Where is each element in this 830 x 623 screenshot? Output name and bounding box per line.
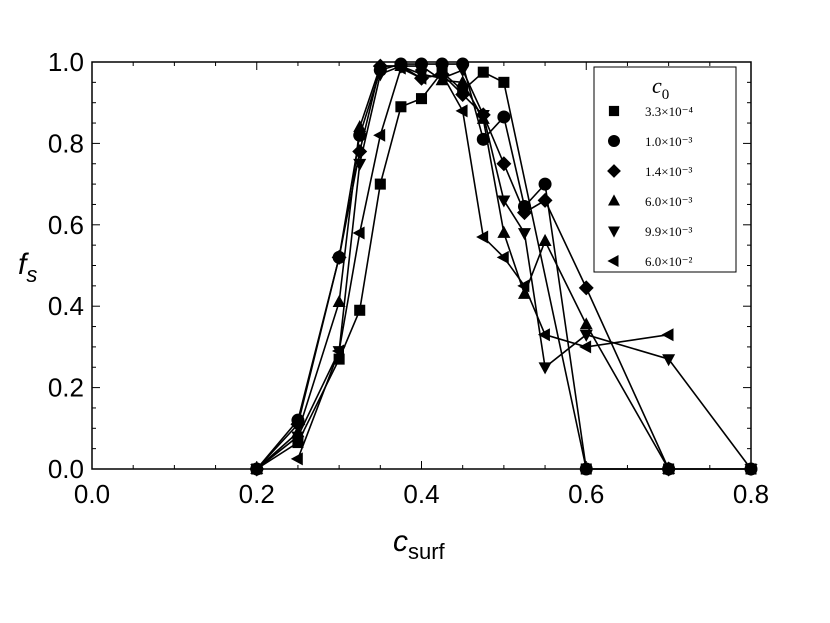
data-point xyxy=(331,249,347,265)
data-point xyxy=(497,110,511,124)
data-point xyxy=(434,67,447,81)
x-tick-label: 0.6 xyxy=(568,479,604,509)
legend-label: 3.3×10⁻⁴ xyxy=(645,104,693,119)
data-point xyxy=(538,177,552,191)
data-point xyxy=(331,344,344,358)
data-point xyxy=(538,233,552,246)
data-point xyxy=(353,158,367,171)
x-tick-label: 0.8 xyxy=(733,479,769,509)
tick-labels: 0.0 0.2 0.4 0.6 0.8 0.0 0.2 0.4 0.6 0.8 1.0 xyxy=(48,47,769,509)
data-point xyxy=(352,144,368,160)
data-point xyxy=(496,156,512,172)
y-axis-label-sub: s xyxy=(26,262,37,287)
data-point xyxy=(517,228,531,241)
data-point xyxy=(332,294,346,308)
data-point xyxy=(497,225,511,238)
data-point xyxy=(537,192,553,208)
y-tick-label: 0.8 xyxy=(48,128,84,158)
legend-label: 1.0×10⁻³ xyxy=(645,134,692,149)
data-point xyxy=(496,250,509,264)
x-tick-label: 0.0 xyxy=(74,479,110,509)
data-point xyxy=(661,328,674,342)
data-point xyxy=(374,178,386,190)
y-tick-label: 0.4 xyxy=(48,291,84,321)
legend-marker xyxy=(608,105,620,117)
legend-marker xyxy=(608,135,620,147)
data-point xyxy=(517,279,530,293)
data-point xyxy=(455,87,471,103)
data-point xyxy=(354,304,366,316)
data-point xyxy=(395,101,407,113)
data-point xyxy=(455,104,468,118)
data-point xyxy=(352,226,365,240)
data-point xyxy=(373,58,387,71)
data-point xyxy=(662,354,676,367)
data-point xyxy=(414,71,427,85)
data-point xyxy=(353,119,367,132)
data-point xyxy=(476,230,489,244)
data-point xyxy=(579,317,593,330)
y-axis-label: fs xyxy=(18,248,37,287)
series-line xyxy=(256,63,751,470)
legend-title-main: c xyxy=(652,73,662,98)
data-point xyxy=(476,110,490,123)
data-point xyxy=(537,328,550,342)
data-point xyxy=(517,286,531,299)
data-point xyxy=(477,66,489,78)
data-point xyxy=(579,329,593,342)
data-point xyxy=(373,69,387,82)
x-axis-label-main: c xyxy=(393,525,408,558)
data-point xyxy=(578,280,594,296)
data-point xyxy=(538,362,552,375)
data-point xyxy=(516,205,532,221)
data-point xyxy=(456,75,470,88)
y-tick-label: 0.0 xyxy=(48,454,84,484)
series-5 xyxy=(250,61,758,477)
data-point xyxy=(393,61,406,75)
x-tick-label: 0.4 xyxy=(403,479,439,509)
data-point xyxy=(456,65,470,78)
y-axis-label-main: f xyxy=(18,248,29,281)
series-layer xyxy=(249,57,758,477)
legend-entries: 3.3×10⁻⁴ 1.0×10⁻³ 1.4×10⁻³ 6.0×10⁻³ 9.9×10⁻³… xyxy=(607,104,693,269)
legend-label: 9.9×10⁻³ xyxy=(645,224,692,239)
series-line xyxy=(297,66,669,460)
data-point xyxy=(497,195,511,208)
x-tick-label: 0.2 xyxy=(239,479,275,509)
data-point xyxy=(291,431,305,444)
data-point xyxy=(415,93,428,105)
series-line xyxy=(256,65,752,470)
legend-marker xyxy=(608,194,620,206)
legend-title: c0 xyxy=(652,73,669,103)
legend-marker xyxy=(607,164,621,178)
y-tick-label: 0.2 xyxy=(48,373,84,403)
data-point xyxy=(662,461,676,474)
data-point xyxy=(333,353,345,365)
data-point xyxy=(373,128,386,142)
y-tick-label: 0.6 xyxy=(48,210,84,240)
data-point xyxy=(435,57,449,71)
data-point xyxy=(579,340,592,354)
data-point xyxy=(579,462,593,476)
legend: c0 3.3×10⁻⁴ 1.0×10⁻³ 1.4×10⁻³ 6.0×10⁻³ 9.9×1… xyxy=(593,66,737,273)
legend-label: 6.0×10⁻² xyxy=(645,254,692,269)
data-point xyxy=(290,452,303,466)
series-6 xyxy=(290,61,674,466)
legend-title-sub: 0 xyxy=(662,87,670,103)
x-axis-label: csurf xyxy=(393,525,446,564)
legend-marker xyxy=(607,255,619,267)
data-point xyxy=(744,464,758,477)
data-point xyxy=(498,76,510,88)
legend-marker xyxy=(608,226,620,238)
legend-label: 6.0×10⁻³ xyxy=(645,194,692,209)
data-point xyxy=(250,464,264,477)
data-point xyxy=(415,58,428,71)
legend-label: 1.4×10⁻³ xyxy=(645,164,692,179)
x-axis-label-sub: surf xyxy=(408,539,446,564)
y-tick-label: 1.0 xyxy=(48,47,84,77)
